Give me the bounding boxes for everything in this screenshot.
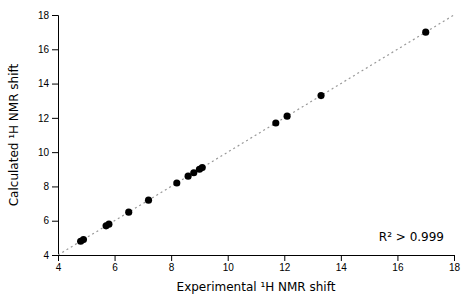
- tick: 16: [392, 255, 404, 273]
- reference-line: [58, 15, 454, 255]
- tick: 12: [279, 255, 291, 273]
- tick-mark: [52, 15, 58, 16]
- tick-label: 10: [38, 147, 50, 158]
- tick-mark: [284, 255, 285, 261]
- tick-label: 6: [112, 262, 118, 273]
- point: [105, 221, 112, 228]
- tick-mark: [52, 152, 58, 153]
- x-axis-title: Experimental ¹H NMR shift: [177, 280, 336, 294]
- marks: [58, 15, 454, 255]
- axis-line: [59, 256, 455, 262]
- x-axis: 4 6 8 10 12 14 16 18: [56, 255, 461, 273]
- tick-label: 4: [56, 262, 62, 273]
- tick-mark: [341, 255, 342, 261]
- y-axis-title: Calculated ¹H NMR shift: [7, 63, 21, 206]
- tick-mark: [115, 255, 116, 261]
- tick: 4: [43, 250, 58, 261]
- tick: 18: [38, 10, 58, 21]
- tick: 4: [56, 255, 62, 273]
- chart: 4 6 8 10 12 14 16 18 4 6 8 10 12 14 16 18 Experimental ¹…: [0, 0, 474, 300]
- point: [199, 164, 206, 171]
- tick: 6: [112, 255, 118, 273]
- tick: 14: [336, 255, 348, 273]
- tick-label: 8: [169, 262, 175, 273]
- point: [422, 29, 429, 36]
- tick-label: 8: [43, 181, 49, 192]
- point: [272, 119, 279, 126]
- point: [80, 236, 87, 243]
- tick-label: 14: [336, 262, 348, 273]
- tick: 14: [38, 78, 58, 89]
- tick: 8: [43, 181, 58, 192]
- tick: 10: [223, 255, 235, 273]
- tick: 8: [169, 255, 175, 273]
- point: [317, 92, 324, 99]
- tick: 16: [38, 44, 58, 55]
- tick-label: 18: [38, 10, 50, 21]
- tick-mark: [52, 255, 58, 256]
- tick-mark: [228, 255, 229, 261]
- tick: 6: [43, 215, 58, 226]
- tick-mark: [397, 255, 398, 261]
- tick-label: 18: [449, 262, 461, 273]
- tick-label: 12: [279, 262, 291, 273]
- tick-label: 4: [43, 250, 49, 261]
- axis-line: [52, 16, 59, 256]
- plot: 4 6 8 10 12 14 16 18 4 6 8 10 12 14 16 18 Experimental ¹…: [7, 10, 460, 294]
- tick-label: 12: [38, 113, 50, 124]
- tick-mark: [52, 118, 58, 119]
- tick-label: 16: [392, 262, 404, 273]
- tick-label: 16: [38, 44, 50, 55]
- tick-mark: [52, 221, 58, 222]
- tick-label: 6: [43, 215, 49, 226]
- tick: 18: [449, 255, 461, 273]
- annotation: R² > 0.999: [379, 230, 444, 244]
- tick-mark: [52, 49, 58, 50]
- point: [125, 209, 132, 216]
- point: [284, 113, 291, 120]
- tick-label: 14: [38, 78, 50, 89]
- tick: 10: [38, 147, 58, 158]
- tick: 12: [38, 113, 58, 124]
- tick-mark: [52, 84, 58, 85]
- tick-mark: [52, 186, 58, 187]
- tick-mark: [454, 255, 455, 261]
- tick-mark: [171, 255, 172, 261]
- point: [145, 197, 152, 204]
- tick-label: 10: [223, 262, 235, 273]
- point: [173, 179, 180, 186]
- y-axis: 4 6 8 10 12 14 16 18: [38, 10, 59, 261]
